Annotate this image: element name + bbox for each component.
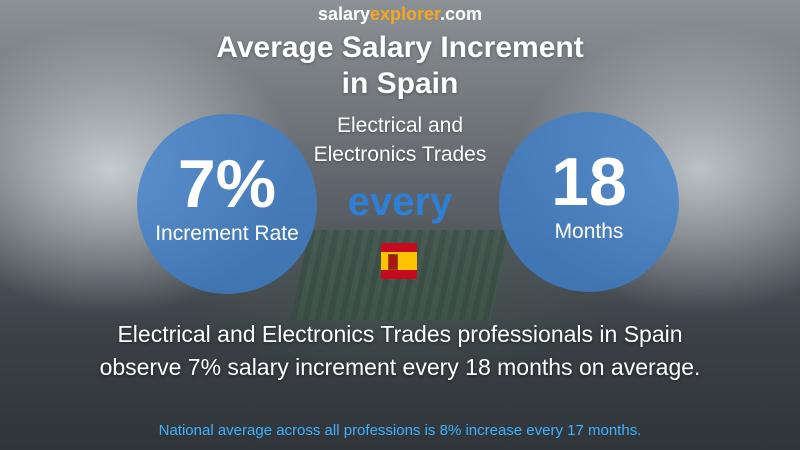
brand-part-com: .com [440,4,483,24]
page-title: Average Salary Increment in Spain [0,30,800,102]
increment-period-label: Months [554,220,624,243]
national-average-note: National average across all professions … [158,422,642,439]
increment-rate-label: Increment Rate [155,222,299,245]
increment-period-value: 18 [551,144,627,220]
increment-rate-value: 7% [177,146,277,222]
increment-rate-circle: 7% Increment Rate [137,114,317,294]
brand-part-salary: salary [317,4,370,24]
flag-emblem [388,254,398,270]
title-line-1: Average Salary Increment [216,31,584,64]
brand-logo[interactable]: salaryexplorer.com [0,4,800,25]
title-line-2: in Spain [341,67,459,100]
summary-line-2: observe 7% salary increment every 18 mon… [99,354,701,380]
summary-text: Electrical and Electronics Trades profes… [0,318,800,384]
every-connector: every [347,180,453,224]
spain-flag-icon [381,243,417,279]
summary-line-1: Electrical and Electronics Trades profes… [117,321,683,347]
brand-part-explorer: explorer [370,4,441,24]
increment-period-circle: 18 Months [499,112,679,292]
job-category: Electrical and Electronics Trades [313,114,487,166]
